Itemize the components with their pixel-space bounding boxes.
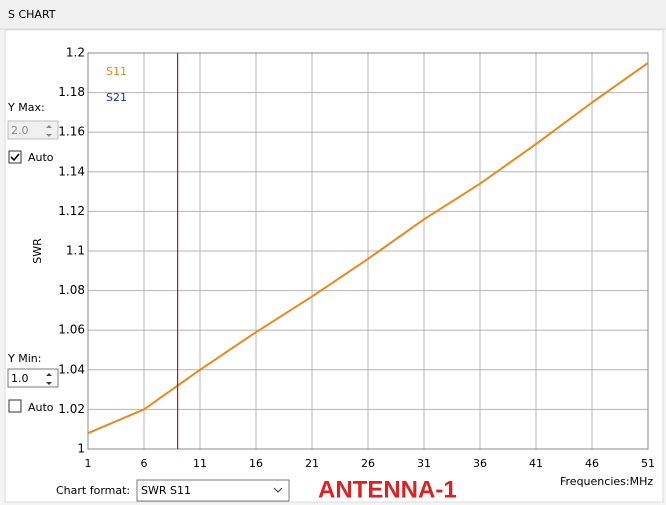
y-max-auto-checkbox[interactable] bbox=[8, 150, 22, 164]
y-tick-label: 1 bbox=[77, 442, 85, 456]
y-max-auto-label: Auto bbox=[28, 151, 54, 164]
y-max-label: Y Max: bbox=[7, 101, 45, 114]
y-tick-label: 1.04 bbox=[58, 362, 85, 376]
y-tick-label: 1.12 bbox=[58, 204, 85, 218]
legend-entry: S21 bbox=[106, 91, 127, 104]
header-title: S CHART bbox=[8, 8, 56, 21]
y-min-auto-checkbox[interactable] bbox=[8, 399, 22, 413]
dropdown-arrow bbox=[273, 487, 283, 493]
y-max-value: 2.0 bbox=[11, 124, 29, 137]
x-tick-label: 11 bbox=[193, 457, 207, 470]
x-tick-label: 26 bbox=[361, 457, 375, 470]
x-tick-label: 16 bbox=[249, 457, 263, 470]
chart-format-value: SWR S11 bbox=[141, 484, 191, 497]
x-tick-label: 21 bbox=[305, 457, 319, 470]
chart-format-dropdown[interactable] bbox=[136, 479, 290, 502]
header-bar bbox=[0, 0, 666, 29]
antenna-label: ANTENNA-1 bbox=[318, 476, 457, 503]
y-min-spinbox[interactable] bbox=[7, 368, 59, 388]
y-tick-label: 1.16 bbox=[58, 125, 85, 139]
y-min-value: 1.0 bbox=[11, 372, 29, 385]
x-tick-label: 41 bbox=[529, 457, 543, 470]
y-min-auto-label: Auto bbox=[28, 401, 54, 414]
x-axis-label: Frequencies:MHz bbox=[560, 475, 653, 488]
plot-border bbox=[87, 52, 649, 450]
y-min-label: Y Min: bbox=[7, 352, 41, 365]
y-tick-label: 1.18 bbox=[58, 85, 85, 99]
x-tick-label: 1 bbox=[85, 457, 92, 470]
y-tick-label: 1.14 bbox=[58, 164, 85, 178]
y-tick-label: 1.02 bbox=[58, 402, 85, 416]
x-tick-label: 6 bbox=[141, 457, 148, 470]
legend-entry: S11 bbox=[106, 65, 127, 78]
chart-format-label: Chart format: bbox=[56, 484, 130, 497]
series-line bbox=[87, 62, 649, 435]
spin-arrows bbox=[46, 125, 52, 137]
x-tick-label: 31 bbox=[417, 457, 431, 470]
y-tick-label: 1.06 bbox=[58, 323, 85, 337]
y-tick-label: 1.08 bbox=[58, 283, 85, 297]
spin-arrows bbox=[46, 373, 52, 385]
y-axis-label: SWR bbox=[31, 238, 44, 264]
y-max-spinbox[interactable] bbox=[7, 120, 59, 140]
x-tick-label: 46 bbox=[585, 457, 599, 470]
x-tick-label: 36 bbox=[473, 457, 487, 470]
y-tick-label: 1.2 bbox=[66, 46, 85, 60]
x-tick-label: 51 bbox=[641, 457, 655, 470]
check-mark bbox=[10, 153, 20, 162]
y-tick-label: 1.1 bbox=[66, 244, 85, 258]
